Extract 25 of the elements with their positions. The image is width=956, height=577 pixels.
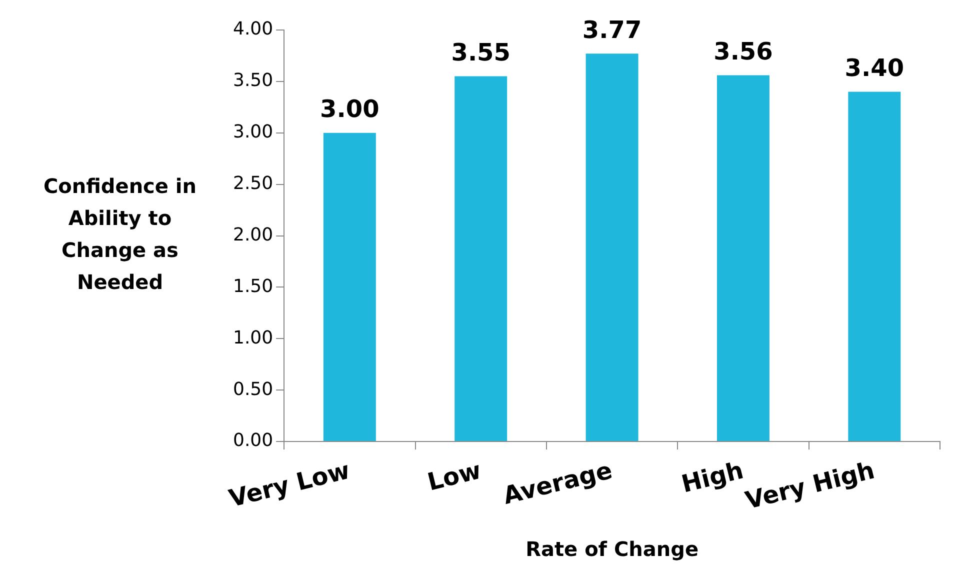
data-label: 3.00 xyxy=(320,95,380,124)
y-tick-label: 4.00 xyxy=(233,18,274,40)
data-label: 3.56 xyxy=(714,38,773,66)
y-tick-label: 2.50 xyxy=(233,172,274,194)
y-tick-label: 0.00 xyxy=(233,430,274,452)
x-axis-title: Rate of Change xyxy=(526,537,698,562)
x-tick-label: Average xyxy=(500,456,615,510)
y-axis-title: Confidence in Ability to Change as Needed xyxy=(42,173,198,296)
y-tick-label: 1.50 xyxy=(233,276,274,297)
y-tick-label: 3.50 xyxy=(233,70,274,92)
bar xyxy=(323,132,376,442)
bar xyxy=(716,75,770,442)
bar xyxy=(848,92,901,442)
y-tick-label: 0.50 xyxy=(233,378,274,400)
bar xyxy=(454,76,508,442)
bar xyxy=(586,54,638,442)
x-tick-label: Low xyxy=(424,456,484,496)
x-tick-label: Very High xyxy=(742,456,878,515)
y-tick-label: 3.00 xyxy=(233,122,274,143)
data-label: 3.77 xyxy=(582,16,642,44)
y-tick-label: 1.00 xyxy=(233,327,274,348)
x-tick-label: Very Low xyxy=(226,456,353,513)
data-label: 3.40 xyxy=(844,54,904,82)
data-label: 3.55 xyxy=(451,38,510,67)
y-tick-label: 2.00 xyxy=(233,224,274,246)
